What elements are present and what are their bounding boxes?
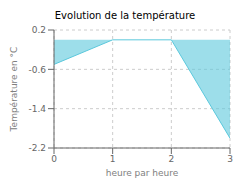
svg-text:-1.4: -1.4 <box>28 104 46 114</box>
svg-text:1: 1 <box>110 154 116 164</box>
svg-text:-2.2: -2.2 <box>28 143 46 153</box>
html-text:Evolution de la température: Evolution de la température <box>54 10 196 21</box>
svg-text:-0.6: -0.6 <box>28 65 46 75</box>
svg-text:heure par heure: heure par heure <box>106 168 179 178</box>
svg-text:Température en °C: Température en °C <box>9 47 19 133</box>
svg-text:3: 3 <box>227 154 233 164</box>
svg-text:0: 0 <box>51 154 57 164</box>
svg-text:2: 2 <box>168 154 174 164</box>
svg-text:0.2: 0.2 <box>32 25 46 35</box>
